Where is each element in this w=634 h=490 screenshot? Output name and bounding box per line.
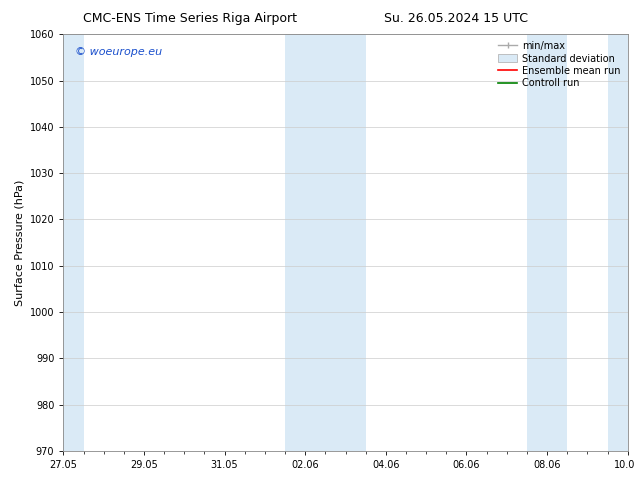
Bar: [57, 34, 84, 451]
Legend: min/max, Standard deviation, Ensemble mean run, Controll run: min/max, Standard deviation, Ensemble me…: [496, 39, 623, 90]
Text: Su. 26.05.2024 15 UTC: Su. 26.05.2024 15 UTC: [384, 12, 529, 25]
Y-axis label: Surface Pressure (hPa): Surface Pressure (hPa): [14, 179, 24, 306]
Text: CMC-ENS Time Series Riga Airport: CMC-ENS Time Series Riga Airport: [83, 12, 297, 25]
Bar: [607, 34, 634, 451]
Bar: [527, 34, 567, 451]
Bar: [285, 34, 366, 451]
Text: © woeurope.eu: © woeurope.eu: [75, 47, 162, 57]
